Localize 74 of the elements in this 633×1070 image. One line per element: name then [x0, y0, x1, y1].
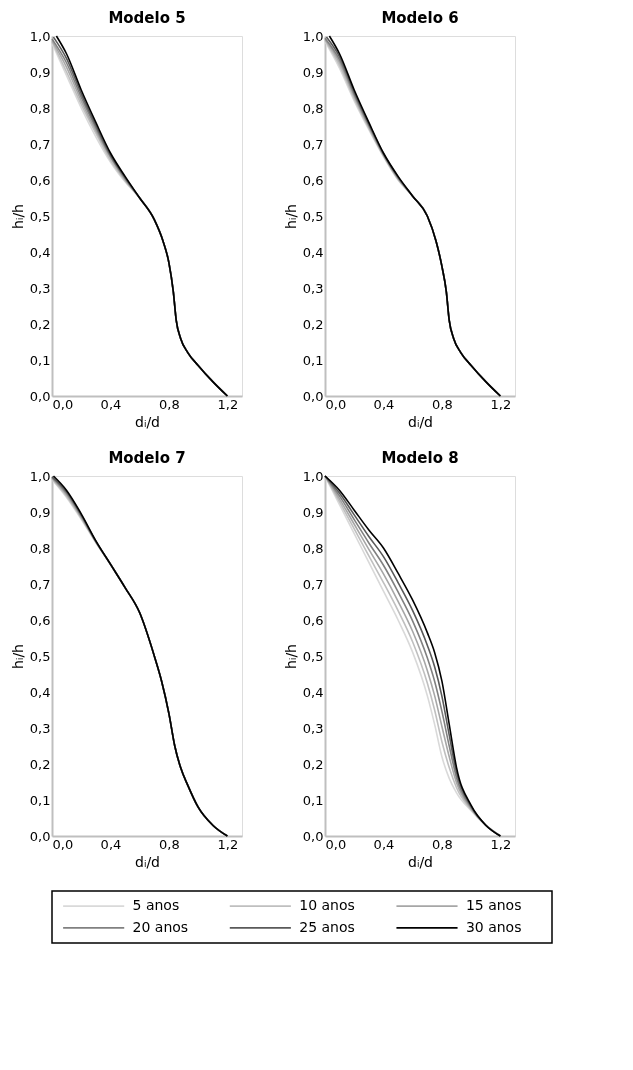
legend-label: 20 anos	[132, 918, 189, 935]
y-axis-title: hᵢ/h	[9, 644, 26, 669]
y-tick-label: 0,3	[302, 280, 324, 296]
legend-label: 10 anos	[299, 897, 355, 914]
y-tick-label: 0,8	[29, 100, 51, 116]
x-tick-label: 0,8	[432, 836, 453, 852]
y-tick-label: 0,7	[29, 576, 51, 592]
x-axis-title: dᵢ/d	[408, 413, 433, 430]
y-tick-label: 0,6	[29, 612, 51, 628]
y-tick-label: 0,6	[302, 612, 324, 628]
y-tick-label: 0,2	[29, 316, 51, 332]
chart-title: Modelo 8	[381, 449, 459, 467]
y-tick-label: 0,4	[302, 244, 324, 260]
y-tick-label: 0,4	[302, 684, 324, 700]
y-tick-label: 1,0	[302, 468, 324, 484]
x-tick-label: 0,8	[159, 836, 180, 852]
legend-label: 30 anos	[465, 918, 522, 935]
y-tick-label: 0,5	[302, 648, 324, 664]
legend-label: 25 anos	[299, 918, 355, 935]
y-tick-label: 0,9	[29, 504, 51, 520]
y-tick-label: 0,6	[29, 172, 51, 188]
x-tick-label: 0,0	[52, 396, 74, 412]
y-tick-label: 0,8	[302, 100, 324, 116]
y-tick-label: 0,6	[302, 172, 324, 188]
y-tick-label: 0,7	[302, 136, 324, 152]
x-tick-label: 0,4	[100, 836, 122, 852]
y-tick-label: 0,7	[302, 576, 324, 592]
x-tick-label: 1,2	[490, 396, 512, 412]
x-tick-label: 1,2	[217, 836, 239, 852]
y-tick-label: 0,3	[29, 280, 51, 296]
y-tick-label: 1,0	[29, 468, 51, 484]
x-tick-label: 0,4	[373, 836, 395, 852]
y-tick-label: 0,7	[29, 136, 51, 152]
y-tick-label: 0,5	[29, 648, 51, 664]
x-tick-label: 1,2	[490, 836, 512, 852]
y-tick-label: 0,1	[302, 792, 324, 808]
y-tick-label: 0,3	[302, 720, 324, 736]
y-tick-label: 0,3	[29, 720, 51, 736]
x-tick-label: 1,2	[217, 396, 239, 412]
y-tick-label: 0,5	[302, 208, 324, 224]
y-tick-label: 0,1	[302, 352, 324, 368]
x-tick-label: 0,4	[373, 396, 395, 412]
y-axis-title: hᵢ/h	[282, 644, 299, 669]
x-axis-title: dᵢ/d	[135, 853, 160, 870]
y-tick-label: 0,8	[29, 540, 51, 556]
y-axis-title: hᵢ/h	[9, 204, 26, 229]
chart-title: Modelo 7	[108, 449, 186, 467]
y-tick-label: 0,9	[29, 64, 51, 80]
y-tick-label: 1,0	[29, 28, 51, 44]
y-tick-label: 0,1	[29, 792, 51, 808]
y-tick-label: 0,4	[29, 244, 51, 260]
y-tick-label: 0,2	[302, 316, 324, 332]
legend-label: 5 anos	[132, 897, 180, 914]
y-tick-label: 1,0	[302, 28, 324, 44]
legend-label: 15 anos	[465, 897, 522, 914]
chart-title: Modelo 6	[381, 9, 459, 27]
y-tick-label: 0,8	[302, 540, 324, 556]
y-tick-label: 0,9	[302, 64, 324, 80]
chart-title: Modelo 5	[108, 9, 186, 27]
y-tick-label: 0,9	[302, 504, 324, 520]
x-tick-label: 0,8	[432, 396, 453, 412]
y-tick-label: 0,1	[29, 352, 51, 368]
x-tick-label: 0,0	[325, 836, 347, 852]
y-tick-label: 0,2	[29, 756, 51, 772]
y-axis-title: hᵢ/h	[282, 204, 299, 229]
y-tick-label: 0,2	[302, 756, 324, 772]
x-tick-label: 0,0	[52, 836, 74, 852]
y-tick-label: 0,4	[29, 684, 51, 700]
x-tick-label: 0,8	[159, 396, 180, 412]
x-tick-label: 0,4	[100, 396, 122, 412]
y-tick-label: 0,5	[29, 208, 51, 224]
x-axis-title: dᵢ/d	[408, 853, 433, 870]
x-axis-title: dᵢ/d	[135, 413, 160, 430]
x-tick-label: 0,0	[325, 396, 347, 412]
